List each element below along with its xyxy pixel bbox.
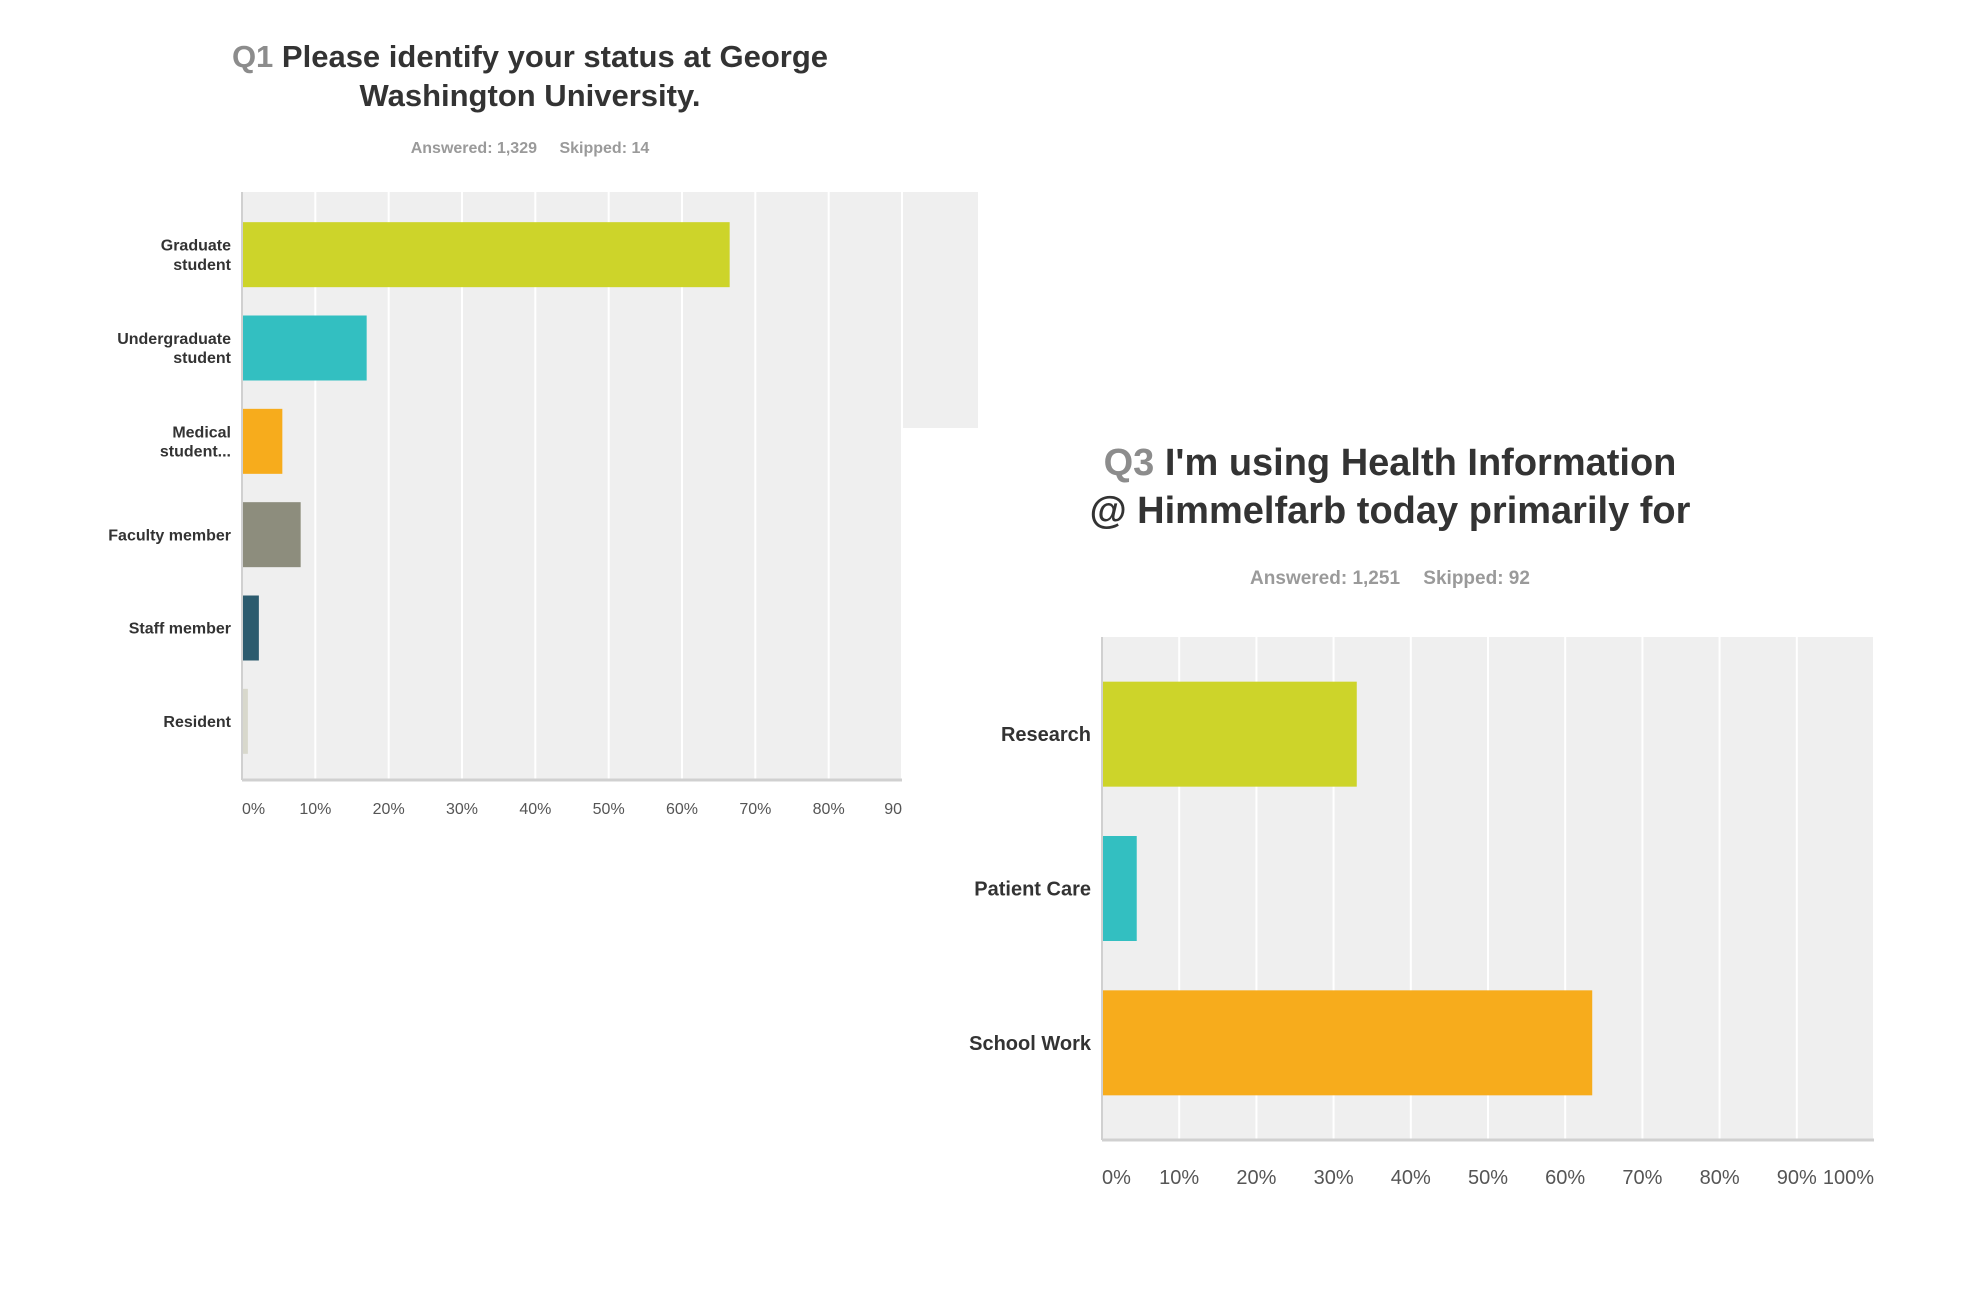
q1-title: Q1 Please identify your status at George… bbox=[200, 38, 860, 116]
q1-bar bbox=[242, 408, 283, 474]
q1-bar bbox=[242, 502, 301, 568]
q3-tick-label: 60% bbox=[1545, 1167, 1585, 1189]
q1-tick-label: 30% bbox=[446, 801, 478, 818]
q1-bar bbox=[242, 315, 367, 381]
q3-tick-label: 80% bbox=[1700, 1167, 1740, 1189]
q1-category-label: Staff member bbox=[129, 621, 231, 638]
q1-tick-label: 90 bbox=[884, 801, 902, 818]
q1-tick-label: 10% bbox=[299, 801, 331, 818]
q3-skipped-count: Skipped: 92 bbox=[1423, 568, 1530, 589]
q3-tick-label: 90% bbox=[1777, 1167, 1817, 1189]
q3-number: Q3 bbox=[1103, 442, 1155, 484]
q3-tick-label: 70% bbox=[1622, 1167, 1662, 1189]
q1-number: Q1 bbox=[231, 39, 274, 74]
q1-bar bbox=[242, 222, 730, 288]
q1-category-label: Medical student... bbox=[160, 424, 231, 460]
q1-category-label: Resident bbox=[163, 714, 231, 731]
q3-tick-label: 40% bbox=[1391, 1167, 1431, 1189]
q1-category-label: Faculty member bbox=[108, 527, 231, 544]
q1-tick-label: 70% bbox=[739, 801, 771, 818]
q1-skipped-count: Skipped: 14 bbox=[559, 140, 650, 157]
q1-tick-label: 50% bbox=[593, 801, 625, 818]
q3-bar bbox=[1102, 990, 1593, 1096]
q1-tick-label: 0% bbox=[242, 801, 265, 818]
q3-tick-label: 50% bbox=[1468, 1167, 1508, 1189]
q3-tick-label: 30% bbox=[1314, 1167, 1354, 1189]
q1-category-label: Graduate student bbox=[161, 238, 232, 274]
q3-category-label: Patient Care bbox=[974, 879, 1091, 901]
q3-category-label: Research bbox=[1001, 724, 1091, 746]
q1-plot-background-extension bbox=[902, 192, 978, 428]
q1-bar bbox=[242, 688, 248, 754]
q3-category-label: School Work bbox=[969, 1033, 1092, 1055]
q3-tick-label: 20% bbox=[1236, 1167, 1276, 1189]
q1-response-counts: Answered: 1,329 Skipped: 14 bbox=[200, 140, 860, 158]
q1-plot-background bbox=[242, 192, 902, 780]
q3-answered-count: Answered: 1,251 bbox=[1250, 568, 1401, 589]
q3-bar bbox=[1102, 681, 1357, 787]
q3-question-text: I'm using Health Information @ Himmelfar… bbox=[1089, 442, 1691, 532]
q1-tick-label: 80% bbox=[813, 801, 845, 818]
q3-response-counts: Answered: 1,251 Skipped: 92 bbox=[1080, 568, 1700, 590]
q3-tick-label: 100% bbox=[1823, 1167, 1874, 1189]
q1-question-text: Please identify your status at George Wa… bbox=[281, 39, 829, 113]
q1-tick-label: 20% bbox=[373, 801, 405, 818]
q3-tick-label: 0% bbox=[1102, 1167, 1131, 1189]
q1-answered-count: Answered: 1,329 bbox=[410, 140, 537, 157]
q3-tick-label: 10% bbox=[1159, 1167, 1199, 1189]
q3-bar bbox=[1102, 836, 1137, 941]
q1-category-label: Undergraduate student bbox=[117, 331, 231, 367]
q1-bar bbox=[242, 595, 259, 661]
q1-tick-label: 40% bbox=[519, 801, 551, 818]
q1-tick-label: 60% bbox=[666, 801, 698, 818]
q3-title: Q3 I'm using Health Information @ Himmel… bbox=[1080, 440, 1700, 535]
